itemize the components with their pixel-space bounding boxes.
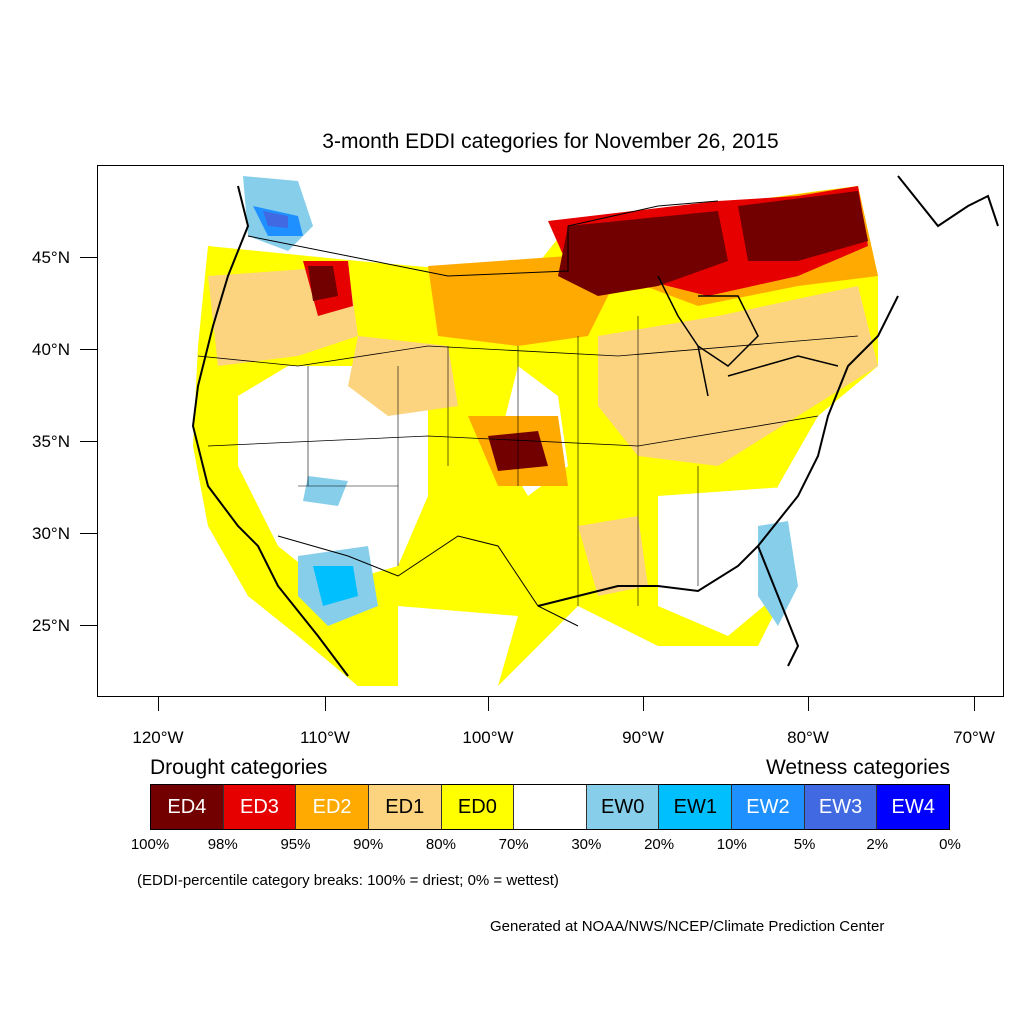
ed4-region-ontario — [738, 191, 868, 261]
eddi-map — [97, 165, 1004, 697]
lon-tick — [643, 697, 644, 711]
legend-cell-ew0: EW0 — [585, 785, 659, 829]
percent-break-label: 95% — [280, 836, 311, 853]
lat-label-35n: 35°N — [32, 432, 70, 451]
pacific-coastline — [191, 185, 349, 677]
legend-cell-ed1: ED1 — [367, 785, 441, 829]
legend-cell-ed3: ED3 — [222, 785, 296, 829]
credit-line: Generated at NOAA/NWS/NCEP/Climate Predi… — [490, 918, 885, 935]
canada-border-west — [247, 226, 569, 277]
atlantic-coastline — [757, 295, 899, 547]
lon-label-90w: 90°W — [622, 728, 664, 747]
lat-tick — [80, 441, 97, 442]
ed4-region-dakota-minnesota — [558, 211, 728, 296]
lat-label-30n: 30°N — [32, 524, 70, 543]
lat-label-45n: 45°N — [32, 248, 70, 267]
map-title: 3-month EDDI categories for November 26,… — [322, 130, 779, 153]
lake-erie-outline — [727, 355, 839, 377]
lon-tick — [325, 697, 326, 711]
percent-break-label: 0% — [939, 836, 961, 853]
lon-label-120w: 120°W — [132, 728, 184, 747]
percent-break-label: 90% — [353, 836, 384, 853]
legend-cell-ew2: EW2 — [731, 785, 804, 829]
drought-categories-heading: Drought categories — [150, 756, 328, 779]
lon-label-110w: 110°W — [300, 728, 350, 747]
ew1-region-sonora — [313, 566, 358, 606]
legend-cell-ew3: EW3 — [803, 785, 877, 829]
category-note: (EDDI-percentile category breaks: 100% =… — [137, 872, 559, 889]
legend-cell-ew4: EW4 — [876, 785, 950, 829]
lon-label-100w: 100°W — [462, 728, 514, 747]
state-lines-grid — [298, 316, 699, 606]
lon-tick — [808, 697, 809, 711]
category-legend: ED4 ED3 ED2 ED1 ED0 EW0 EW1 EW2 EW3 EW4 — [150, 784, 950, 830]
lat-label-25n: 25°N — [32, 616, 70, 635]
lat-tick — [80, 625, 97, 626]
legend-cell-ew1: EW1 — [658, 785, 732, 829]
ew0-region-florida — [758, 521, 798, 626]
legend-cell-ed2: ED2 — [295, 785, 368, 829]
lon-label-80w: 80°W — [787, 728, 829, 747]
percent-break-label: 5% — [793, 836, 816, 853]
percent-break-label: 100% — [130, 836, 170, 853]
ew3-region-pacific-nw — [263, 211, 288, 228]
lat-tick — [80, 349, 97, 350]
lake-huron-outline — [697, 295, 759, 367]
legend-cell-ed4: ED4 — [151, 785, 223, 829]
percent-break-label: 98% — [207, 836, 238, 853]
neutral-region-mexico — [398, 606, 518, 686]
ed1-region-rockies — [348, 336, 458, 416]
percent-break-label: 30% — [571, 836, 602, 853]
percent-break-label: 70% — [498, 836, 529, 853]
canadian-maritimes-coastline — [897, 175, 999, 228]
lat-label-40n: 40°N — [32, 340, 70, 359]
lon-tick — [488, 697, 489, 711]
boundary-layer — [191, 175, 999, 677]
ew0-region-arizona — [303, 476, 348, 506]
neutral-region-west — [238, 366, 428, 586]
legend-cell-neutral — [513, 785, 586, 829]
lake-michigan-outline — [657, 275, 709, 397]
state-line-35n — [207, 415, 819, 447]
lon-tick — [158, 697, 159, 711]
percent-break-label: 80% — [425, 836, 456, 853]
percent-break-label: 20% — [644, 836, 675, 853]
drought-fill-layer — [193, 176, 878, 686]
lat-tick — [80, 257, 97, 258]
legend-cell-ed0: ED0 — [440, 785, 514, 829]
percent-break-label: 10% — [716, 836, 747, 853]
map-canvas — [191, 175, 999, 686]
canada-border-lakes — [567, 200, 719, 227]
florida-coastline — [757, 545, 800, 667]
lon-label-70w: 70°W — [953, 728, 995, 747]
wetness-categories-heading: Wetness categories — [765, 756, 950, 779]
ed1-region-delta — [578, 516, 648, 596]
lon-tick — [974, 697, 975, 711]
percent-break-label: 2% — [866, 836, 889, 853]
ed4-region-idaho — [308, 266, 338, 301]
ed1-region-east — [598, 286, 878, 466]
lat-tick — [80, 533, 97, 534]
